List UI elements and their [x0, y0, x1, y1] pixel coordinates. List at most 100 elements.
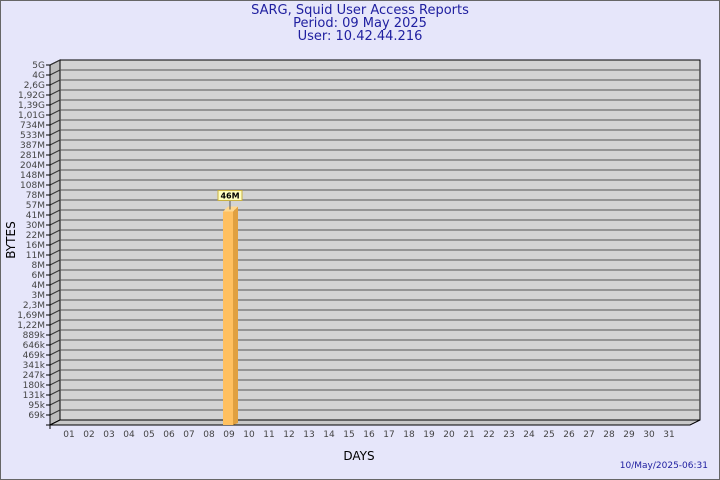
y-tick-label: 108M	[20, 181, 45, 191]
y-tick-label: 533M	[20, 131, 45, 141]
grid-depth-line	[49, 89, 61, 96]
grid-depth-line	[49, 259, 61, 266]
grid-depth-line	[49, 149, 61, 156]
x-tick-label: 10	[243, 430, 255, 440]
y-tick-label: 1,01G	[18, 111, 45, 121]
grid-depth-line	[49, 389, 61, 396]
grid-depth-line	[49, 319, 61, 326]
grid-depth-line	[49, 329, 61, 336]
chart-user: User: 10.42.44.216	[297, 29, 423, 44]
plot-floor	[49, 419, 701, 426]
x-tick-label: 30	[643, 430, 655, 440]
x-tick-label: 25	[543, 430, 554, 440]
x-tick-label: 27	[583, 430, 594, 440]
bar-day-09	[223, 211, 233, 425]
chart-period: Period: 09 May 2025	[293, 16, 427, 31]
x-tick-label: 05	[143, 430, 154, 440]
y-tick-label: 204M	[20, 161, 45, 171]
y-tick-label: 4G	[32, 71, 45, 81]
x-tick-label: 08	[203, 430, 215, 440]
grid-depth-line	[49, 139, 61, 146]
x-tick-label: 19	[423, 430, 435, 440]
grid-depth-line	[49, 339, 61, 346]
y-tick-label: 281M	[20, 151, 45, 161]
grid-depth-line	[49, 299, 61, 306]
y-tick-label: 387M	[20, 141, 45, 151]
grid-depth-line	[49, 369, 61, 376]
grid-depth-line	[49, 399, 61, 406]
bar-label-box	[217, 190, 243, 202]
y-tick-label: 2,6G	[24, 81, 45, 91]
y-tick-label: 148M	[20, 171, 45, 181]
y-tick-label: 11M	[26, 251, 45, 261]
x-tick-label: 22	[483, 430, 494, 440]
y-axis-title: BYTES	[4, 221, 18, 258]
grid-depth-line	[49, 309, 61, 316]
y-tick-label: 469k	[23, 351, 46, 361]
x-tick-label: 31	[663, 430, 674, 440]
y-tick-label: 8M	[32, 261, 46, 271]
x-tick-label: 02	[83, 430, 94, 440]
x-axis-title: DAYS	[343, 449, 374, 463]
x-tick-label: 09	[223, 430, 235, 440]
grid-depth-line	[49, 229, 61, 236]
grid-depth-line	[49, 269, 61, 276]
y-tick-label: 1,22M	[17, 321, 45, 331]
y-tick-label: 1,39G	[18, 101, 45, 111]
grid-depth-line	[49, 59, 61, 66]
y-tick-label: 4M	[32, 281, 46, 291]
y-tick-label: 889k	[23, 331, 46, 341]
y-tick-label: 734M	[20, 121, 45, 131]
x-tick-label: 23	[503, 430, 514, 440]
y-tick-label: 6M	[32, 271, 46, 281]
y-tick-label: 1,69M	[17, 311, 45, 321]
x-tick-label: 12	[283, 430, 294, 440]
grid-depth-line	[49, 99, 61, 106]
y-tick-label: 41M	[26, 211, 45, 221]
y-tick-label: 341k	[23, 361, 46, 371]
x-tick-label: 18	[403, 430, 415, 440]
y-tick-label: 131k	[23, 391, 46, 401]
y-tick-label: 69k	[28, 411, 45, 421]
x-tick-label: 13	[303, 430, 314, 440]
x-tick-label: 20	[443, 430, 455, 440]
grid-depth-line	[49, 409, 61, 416]
x-tick-label: 04	[123, 430, 135, 440]
y-tick-label: 646k	[23, 341, 46, 351]
chart-title: SARG, Squid User Access Reports	[251, 3, 469, 18]
grid-depth-line	[49, 239, 61, 246]
x-tick-label: 17	[383, 430, 394, 440]
grid-depth-line	[49, 249, 61, 256]
grid-depth-line	[49, 119, 61, 126]
grid-depth-line	[49, 209, 61, 216]
x-tick-label: 16	[363, 430, 375, 440]
y-tick-label: 180k	[23, 381, 46, 391]
y-tick-label: 5G	[32, 61, 45, 71]
x-tick-label: 11	[263, 430, 274, 440]
x-tick-label: 28	[603, 430, 615, 440]
x-tick-label: 01	[63, 430, 74, 440]
grid-depth-line	[49, 79, 61, 86]
grid-depth-line	[49, 349, 61, 356]
x-tick-label: 06	[163, 430, 175, 440]
y-tick-label: 78M	[26, 191, 45, 201]
y-tick-label: 2,3M	[23, 301, 45, 311]
y-tick-label: 30M	[26, 221, 45, 231]
y-tick-label: 57M	[26, 201, 45, 211]
x-tick-label: 21	[463, 430, 474, 440]
grid-depth-line	[49, 69, 61, 76]
y-tick-label: 1,92G	[18, 91, 45, 101]
y-tick-label: 95k	[28, 401, 45, 411]
grid-depth-line	[49, 159, 61, 166]
grid-depth-line	[49, 219, 61, 226]
grid-depth-line	[49, 379, 61, 386]
grid-depth-line	[49, 169, 61, 176]
x-tick-label: 14	[323, 430, 335, 440]
grid-depth-line	[49, 179, 61, 186]
grid-depth-line	[49, 359, 61, 366]
generated-timestamp: 10/May/2025-06:31	[619, 461, 708, 471]
bar-value-label: 46M	[220, 192, 239, 201]
x-tick-label: 26	[563, 430, 575, 440]
grid-depth-line	[49, 279, 61, 286]
